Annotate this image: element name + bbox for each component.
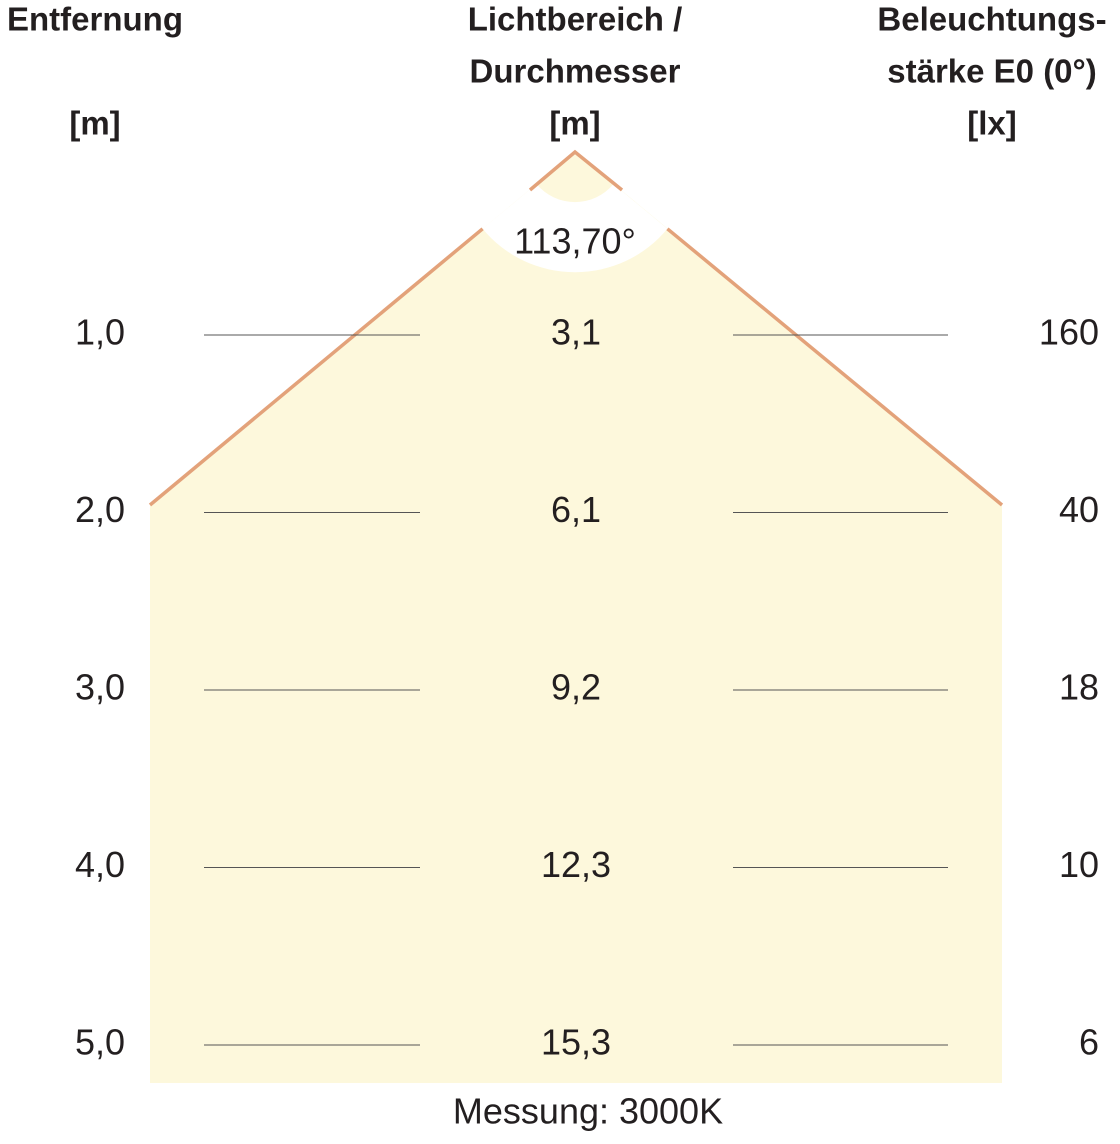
beam-angle: 113,70° [514,221,636,262]
diameter: 15,3 [541,1022,611,1063]
header-diameter-unit: [m] [549,105,600,142]
rows: 1,0 3,1 160 2,0 6,1 40 3,0 9,2 18 4,0 12,3 10 5,0 15,… [75,312,1099,1063]
illuminance: 40 [1059,489,1099,530]
cone-apex [528,149,624,192]
footer-note: Messung: 3000K [453,1091,723,1132]
diameter: 6,1 [551,489,601,530]
cone-edge-right [666,227,1004,507]
illuminance: 18 [1059,667,1099,708]
distance: 3,0 [75,667,125,708]
distance: 5,0 [75,1022,125,1063]
illuminance: 6 [1079,1022,1099,1063]
diameter: 9,2 [551,667,601,708]
diameter: 3,1 [551,312,601,353]
cone-edge-left [148,227,484,507]
illuminance: 10 [1059,844,1099,885]
diameter: 12,3 [541,844,611,885]
header-illuminance-unit: [lx] [967,105,1017,142]
header-illuminance: stärke E0 (0°) [887,53,1096,90]
distance: 4,0 [75,844,125,885]
light-cone [150,152,1002,1083]
distance: 1,0 [75,312,125,353]
header-diameter: Lichtbereich / [468,1,683,38]
header-illuminance: Beleuchtungs- [877,1,1106,38]
header-distance-unit: [m] [69,105,120,142]
distance: 2,0 [75,489,125,530]
header-diameter: Durchmesser [470,53,681,90]
angle-gap [482,184,668,273]
illuminance: 160 [1039,312,1099,353]
header-distance: Entfernung [7,1,183,38]
